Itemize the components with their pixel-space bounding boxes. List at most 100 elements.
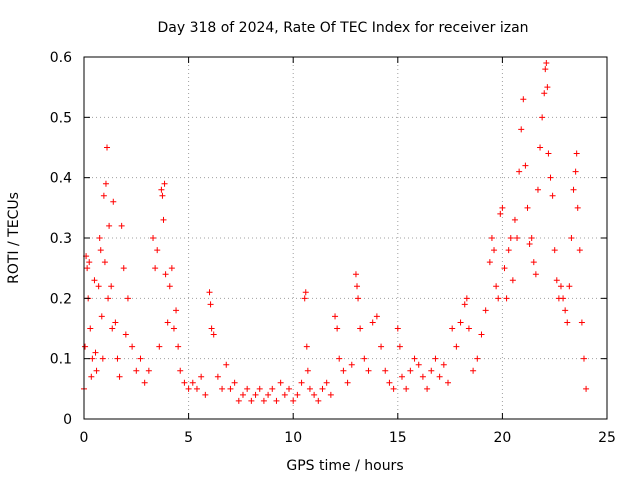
data-point — [93, 367, 100, 374]
data-point — [160, 216, 167, 223]
data-point — [365, 367, 372, 374]
data-point — [332, 313, 339, 320]
data-point — [159, 192, 166, 199]
data-point — [231, 379, 238, 386]
data-point — [394, 325, 401, 332]
data-point — [207, 301, 214, 308]
data-point — [281, 391, 288, 398]
data-point — [478, 331, 485, 338]
data-point — [301, 295, 308, 302]
data-point — [357, 325, 364, 332]
data-point — [323, 379, 330, 386]
data-point — [302, 289, 309, 296]
data-point — [86, 259, 93, 266]
data-point — [248, 397, 255, 404]
data-point — [290, 397, 297, 404]
data-point — [534, 186, 541, 193]
data-point — [491, 247, 498, 254]
data-point — [580, 355, 587, 362]
data-point — [334, 325, 341, 332]
data-point — [181, 379, 188, 386]
data-point — [551, 247, 558, 254]
y-axis-ticks: 0 0.1 0.2 0.3 0.4 0.5 0.6 — [50, 50, 607, 428]
data-point — [432, 355, 439, 362]
data-point — [578, 319, 585, 326]
data-point — [133, 367, 140, 374]
data-point — [219, 385, 226, 392]
data-point — [403, 385, 410, 392]
data-point — [175, 343, 182, 350]
data-point — [340, 367, 347, 374]
data-point — [396, 343, 403, 350]
data-point — [369, 319, 376, 326]
data-point — [398, 373, 405, 380]
data-point — [168, 265, 175, 272]
data-point — [152, 265, 159, 272]
data-point — [553, 277, 560, 284]
data-point — [445, 379, 452, 386]
data-point — [185, 385, 192, 392]
data-point — [532, 271, 539, 278]
data-point — [436, 373, 443, 380]
data-point — [470, 367, 477, 374]
data-point — [137, 355, 144, 362]
data-point — [474, 355, 481, 362]
data-point — [544, 84, 551, 91]
data-point — [235, 397, 242, 404]
data-point — [223, 361, 230, 368]
data-point — [415, 361, 422, 368]
data-point — [120, 265, 127, 272]
data-point — [382, 367, 389, 374]
data-point — [419, 373, 426, 380]
data-point — [568, 235, 575, 241]
data-point — [303, 343, 310, 350]
data-point — [411, 355, 418, 362]
data-point — [557, 283, 564, 290]
data-point — [361, 355, 368, 362]
data-point — [173, 307, 180, 314]
data-point — [336, 355, 343, 362]
data-point — [497, 210, 504, 217]
y-axis-label: ROTI / TECUs — [6, 192, 22, 284]
data-point — [269, 385, 276, 392]
data-point — [210, 331, 217, 338]
data-point — [277, 379, 284, 386]
data-point — [566, 283, 573, 290]
x-tick-label: 0 — [80, 430, 89, 446]
data-point — [286, 385, 293, 392]
data-point — [101, 259, 108, 266]
data-point — [560, 295, 567, 302]
data-point — [129, 343, 136, 350]
data-point — [244, 385, 251, 392]
data-point — [202, 391, 209, 398]
data-point — [348, 361, 355, 368]
data-point — [161, 180, 168, 187]
data-point — [100, 192, 107, 199]
data-point — [84, 265, 91, 272]
y-tick-label: 0.5 — [50, 110, 72, 126]
data-point — [545, 150, 552, 157]
data-point — [95, 283, 102, 290]
data-point — [562, 307, 569, 314]
data-point — [256, 385, 263, 392]
data-point — [541, 90, 548, 97]
data-point — [108, 283, 115, 290]
data-point — [170, 325, 177, 332]
data-point — [102, 180, 109, 187]
data-point — [145, 367, 152, 374]
data-point — [390, 385, 397, 392]
data-point — [96, 235, 103, 241]
data-point — [97, 247, 104, 254]
data-point — [298, 379, 305, 386]
data-point — [116, 373, 123, 380]
data-point — [315, 397, 322, 404]
data-point — [522, 162, 529, 169]
data-point — [453, 343, 460, 350]
data-point — [526, 241, 533, 248]
data-point — [158, 186, 165, 193]
data-point — [352, 271, 359, 278]
data-point — [503, 295, 510, 302]
data-point — [516, 168, 523, 175]
data-point — [109, 325, 116, 332]
